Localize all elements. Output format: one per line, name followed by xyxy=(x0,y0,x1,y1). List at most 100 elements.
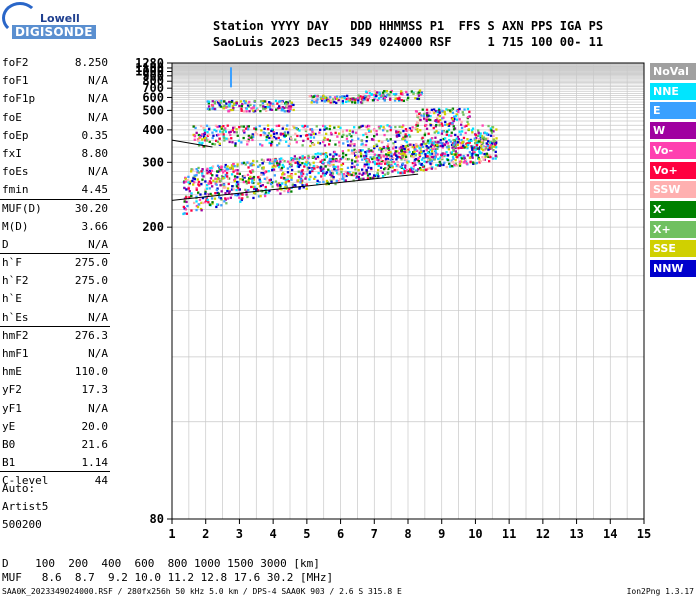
trace-lower xyxy=(171,173,419,201)
echo-point xyxy=(479,136,482,139)
echo-point xyxy=(264,185,267,189)
echo-point xyxy=(483,152,486,156)
echo-point xyxy=(306,125,309,128)
echo-point xyxy=(334,131,337,134)
echo-point xyxy=(368,92,371,95)
echo-point xyxy=(322,170,325,173)
y-tick-label: 400 xyxy=(142,123,164,137)
echo-point xyxy=(425,145,428,148)
echo-point xyxy=(470,129,474,132)
echo-point xyxy=(394,150,398,153)
echo-point xyxy=(281,132,284,136)
echo-point xyxy=(457,138,460,141)
echo-point xyxy=(390,161,394,164)
param-value: N/A xyxy=(88,165,108,179)
echo-point xyxy=(376,91,379,94)
echo-point xyxy=(362,177,365,180)
echo-point xyxy=(348,171,351,174)
echo-point xyxy=(384,149,388,152)
echo-point xyxy=(389,138,392,141)
echo-point xyxy=(301,162,304,165)
echo-point xyxy=(270,160,273,164)
echo-point xyxy=(259,110,262,113)
x-tick-label: 6 xyxy=(337,527,344,541)
echo-point xyxy=(238,104,241,108)
echo-point xyxy=(440,132,444,135)
echo-point xyxy=(226,187,230,190)
echo-point xyxy=(282,165,285,168)
echo-point xyxy=(371,150,374,153)
param-row: h`E N/A xyxy=(0,290,112,308)
auto-program: Artist5 xyxy=(2,500,49,513)
echo-point xyxy=(276,163,279,166)
echo-point xyxy=(486,143,489,146)
echo-point xyxy=(219,130,222,133)
echo-point xyxy=(347,157,350,161)
echo-point xyxy=(399,171,402,175)
echo-point xyxy=(231,167,234,171)
echo-point xyxy=(387,171,390,174)
echo-point xyxy=(236,134,239,137)
echo-point xyxy=(346,172,350,175)
echo-point xyxy=(187,181,190,184)
echo-point xyxy=(389,91,392,94)
echo-point xyxy=(216,203,219,206)
echo-point xyxy=(288,100,291,103)
echo-point xyxy=(249,103,252,107)
echo-point xyxy=(301,155,304,158)
echo-point xyxy=(201,201,205,205)
echo-point xyxy=(231,185,234,188)
echo-point xyxy=(324,165,327,168)
echo-point xyxy=(364,150,367,154)
echo-point xyxy=(434,151,438,155)
echo-point xyxy=(332,165,335,168)
echo-point xyxy=(253,110,256,113)
echo-point xyxy=(439,156,442,159)
echo-point xyxy=(356,163,359,166)
param-value: 30.20 xyxy=(74,201,108,215)
echo-point xyxy=(295,141,298,144)
echo-point xyxy=(208,140,211,143)
echo-point xyxy=(436,153,439,156)
echo-point xyxy=(216,140,220,143)
echo-point xyxy=(236,163,239,166)
echo-point xyxy=(324,156,328,159)
echo-point xyxy=(425,118,428,121)
echo-point xyxy=(302,139,305,142)
echo-point xyxy=(440,153,443,157)
echo-point xyxy=(446,154,450,157)
echo-point xyxy=(261,162,264,165)
echo-point xyxy=(458,130,461,133)
echo-point xyxy=(411,153,414,156)
echo-point xyxy=(228,100,231,104)
echo-point xyxy=(276,185,279,188)
echo-point xyxy=(229,130,232,133)
echo-point xyxy=(356,96,360,100)
echo-point xyxy=(416,130,419,133)
auto-label: Auto: xyxy=(2,482,36,495)
echo-point xyxy=(278,142,281,145)
echo-point xyxy=(198,198,202,201)
echo-point xyxy=(183,186,186,190)
echo-point xyxy=(392,93,395,96)
echo-point xyxy=(372,156,375,159)
echo-point xyxy=(389,126,393,129)
echo-point xyxy=(461,157,464,160)
echo-point xyxy=(451,146,454,149)
echo-point xyxy=(339,126,342,129)
echo-point xyxy=(474,142,477,145)
echo-point xyxy=(467,128,470,131)
echo-point xyxy=(421,108,424,111)
echo-point xyxy=(397,171,400,174)
echo-point xyxy=(439,164,442,167)
echo-point xyxy=(331,174,334,177)
echo-point xyxy=(312,161,315,164)
echo-point xyxy=(458,118,461,121)
echo-point xyxy=(463,146,466,149)
echo-point xyxy=(338,144,341,147)
echo-point xyxy=(451,111,455,114)
echo-point xyxy=(392,156,395,160)
echo-point xyxy=(485,147,488,150)
echo-point xyxy=(358,178,361,181)
echo-point xyxy=(407,143,411,147)
